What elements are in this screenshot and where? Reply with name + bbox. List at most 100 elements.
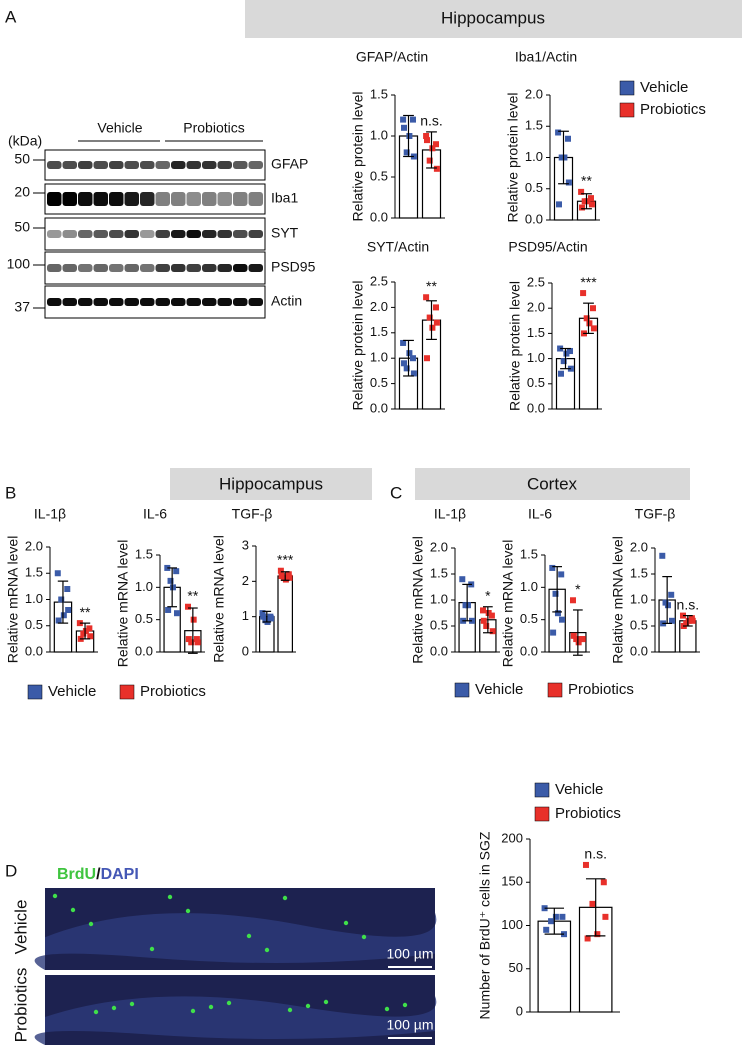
band [78,230,93,238]
data-point [423,133,430,139]
protein-label: PSD95 [271,259,316,275]
cell [111,1005,117,1011]
significance: * [485,587,491,603]
stain: / [96,866,101,883]
data-point [565,135,571,142]
y-tick-label: 2.5 [370,273,388,288]
data-point [165,606,172,613]
y-tick-label: 1.5 [370,324,388,339]
band [62,264,77,272]
chart-title: IL-1β [434,506,466,522]
y-tick-label: 150 [501,874,523,889]
band [248,298,263,306]
cell [305,1003,311,1009]
band [171,230,186,238]
data-point [169,584,176,591]
band [248,230,263,238]
y-tick-label: 1.0 [630,591,648,606]
cell [70,907,76,913]
data-point [190,616,197,623]
legend-swatch [619,80,635,96]
band [202,264,217,272]
data-point [86,625,93,632]
cell [93,1009,99,1015]
y-tick-label: 1.0 [25,591,43,606]
data-point [558,571,565,578]
data-point [259,610,266,617]
band [78,161,93,169]
data-point [400,339,407,346]
cell [384,1006,390,1012]
micrographs [34,888,437,1045]
legend-swatch [27,684,43,700]
data-point [174,610,181,617]
y-tick-label: 1.0 [430,591,448,606]
band [171,192,186,206]
row-label: Vehicle [11,900,30,955]
stain: DAPI [101,866,139,883]
data-point [685,617,692,624]
data-point [268,615,275,622]
y-tick-label: 1.0 [370,127,388,142]
y-axis-label: Number of BrdU⁺ cells in SGZ [477,831,493,1019]
y-tick-label: 1.0 [525,149,543,164]
band [78,264,93,272]
data-point [594,931,601,938]
y-tick-label: 0 [516,1003,523,1018]
y-axis-label: Relative mRNA level [610,536,626,664]
cell [52,893,58,899]
data-point [423,294,430,301]
data-point [459,576,466,583]
y-axis-label: Relative mRNA level [410,536,426,664]
data-point [488,612,495,619]
chart-title: SYT/Actin [367,239,429,255]
y-tick-label: 0.0 [370,209,388,224]
significance: *** [580,274,597,290]
y-tick-label: 2.0 [370,299,388,314]
y-tick-label: 0.0 [527,400,545,415]
band [47,230,62,238]
data-point [426,157,433,164]
data-point [543,926,550,933]
chart-title: TGF-β [232,506,273,522]
stain: BrdU [57,866,96,883]
data-point [433,304,439,311]
marker-label: 20 [14,184,30,200]
data-point [173,568,180,575]
significance: ** [426,278,437,294]
scale-bar-label: 100 µm [387,1017,434,1033]
cell [149,946,155,952]
band [47,161,62,169]
header-banner [415,468,690,500]
band [233,192,248,206]
band [233,298,248,306]
cell [185,908,191,914]
band [186,298,201,306]
significance: n.s. [584,846,607,862]
cell [226,1000,232,1006]
band [109,298,124,306]
data-point [558,370,564,377]
blot-group: Vehicle [97,120,142,136]
data-point [406,133,413,139]
data-point [480,617,487,624]
data-point [578,188,585,195]
legend-label: Vehicle [555,781,603,798]
header-banner [245,0,742,38]
band [233,161,248,169]
data-point [560,358,567,365]
band [155,161,170,169]
legend-swatch [547,682,563,698]
data-point [277,567,284,574]
data-point [424,355,430,362]
data-point [479,607,486,614]
data-point [659,552,666,559]
stain-label: BrdU/DAPI [57,866,139,883]
data-point [401,360,407,367]
cell [208,1004,214,1010]
y-axis-label: Relative protein level [350,281,366,411]
y-tick-label: 0 [242,643,249,658]
band [93,230,108,238]
band [124,192,139,206]
significance: n.s. [420,113,443,129]
